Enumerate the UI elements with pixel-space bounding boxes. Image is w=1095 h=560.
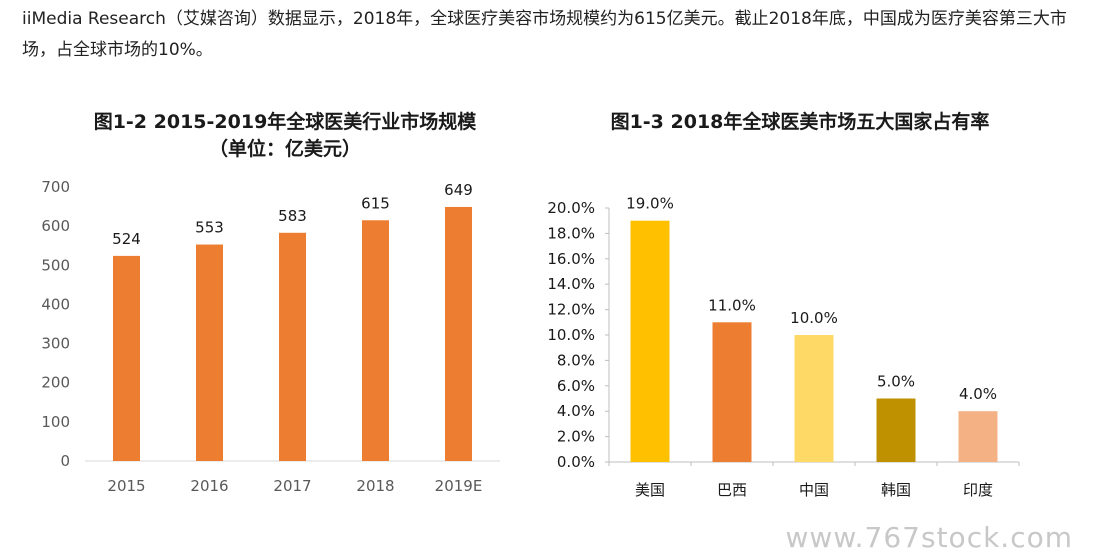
chart1-y-tick-label: 600 — [41, 217, 70, 235]
chart1-data-label: 583 — [278, 207, 307, 225]
chart2-category-label: 韩国 — [881, 481, 911, 499]
chart2-bar — [712, 322, 752, 462]
chart2-bar — [876, 398, 916, 462]
chart1-category-label: 2018 — [356, 477, 394, 495]
chart1-data-label: 649 — [444, 181, 473, 199]
chart2-y-tick-label: 6.0% — [557, 377, 595, 395]
chart1-data-label: 553 — [195, 219, 224, 237]
chart2-data-label: 19.0% — [626, 195, 674, 213]
chart2-y-tick-label: 14.0% — [547, 275, 595, 293]
chart2-data-label: 5.0% — [877, 373, 915, 391]
chart1-data-label: 615 — [361, 194, 390, 212]
chart1-subtitle: （单位：亿美元） — [208, 138, 361, 160]
chart2-category-label: 印度 — [963, 481, 993, 499]
chart1-category-label: 2019E — [435, 477, 483, 495]
chart2-category-label: 巴西 — [717, 481, 747, 499]
chart2-y-tick-label: 2.0% — [557, 428, 595, 446]
chart1-category-label: 2017 — [273, 477, 311, 495]
chart2-y-tick-label: 0.0% — [557, 453, 595, 471]
watermark: www.767stock.com — [785, 521, 1073, 554]
chart2-y-tick-label: 4.0% — [557, 402, 595, 420]
chart1-bar — [362, 220, 389, 461]
chart1-category-label: 2015 — [107, 477, 145, 495]
chart2-data-label: 4.0% — [959, 385, 997, 403]
chart1-bar — [445, 206, 472, 461]
chart1-y-tick-label: 100 — [41, 413, 70, 431]
chart1-y-tick-label: 700 — [41, 178, 70, 196]
chart2-y-tick-label: 16.0% — [547, 250, 595, 268]
chart1-bar — [196, 244, 223, 461]
chart2-y-tick-label: 8.0% — [557, 351, 595, 369]
chart1-y-tick-label: 0 — [60, 452, 70, 470]
chart1-title-block: 图1-2 2015-2019年全球医美行业市场规模 （单位：亿美元） — [70, 109, 500, 163]
chart2-data-label: 11.0% — [708, 296, 756, 314]
chart2-category-label: 美国 — [635, 481, 665, 499]
chart1-category-label: 2016 — [190, 477, 228, 495]
chart2-title-block: 图1-3 2018年全球医美市场五大国家占有率 — [575, 109, 1025, 136]
chart1-bar — [279, 232, 306, 461]
chart2-bar — [958, 411, 998, 462]
chart2-data-label: 10.0% — [790, 309, 838, 327]
chart2-title: 图1-3 2018年全球医美市场五大国家占有率 — [610, 111, 990, 133]
chart1-data-label: 524 — [112, 230, 141, 248]
chart1-bar — [113, 255, 140, 461]
chart2-y-tick-label: 10.0% — [547, 326, 595, 344]
chart2-category-label: 中国 — [799, 481, 829, 499]
chart1-y-tick-label: 300 — [41, 335, 70, 353]
chart2-bar — [794, 335, 834, 462]
chart2-y-tick-label: 12.0% — [547, 301, 595, 319]
chart2-bar — [630, 220, 670, 462]
chart2-y-tick-label: 20.0% — [547, 199, 595, 217]
intro-paragraph: iiMedia Research（艾媒咨询）数据显示，2018年，全球医疗美容市… — [22, 9, 1067, 60]
chart2-y-tick-label: 18.0% — [547, 224, 595, 242]
chart1-y-tick-label: 200 — [41, 374, 70, 392]
chart1-y-tick-label: 400 — [41, 295, 70, 313]
chart1-y-tick-label: 500 — [41, 256, 70, 274]
chart1-title: 图1-2 2015-2019年全球医美行业市场规模 — [93, 111, 477, 133]
